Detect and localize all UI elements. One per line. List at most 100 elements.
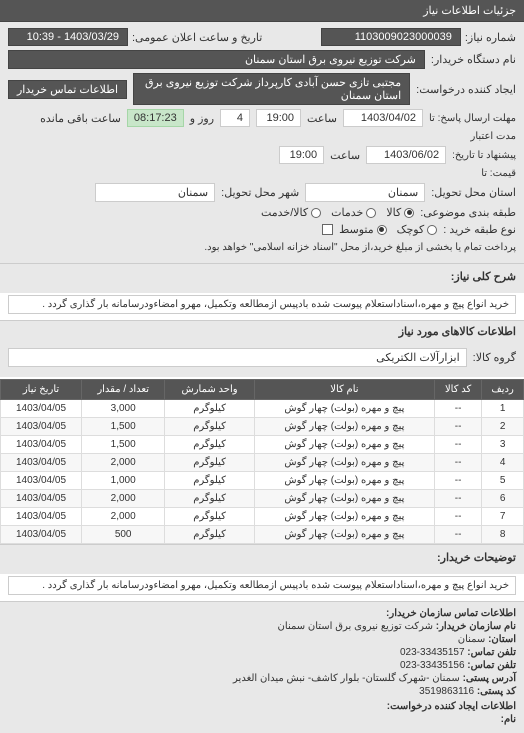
- table-cell: 1: [482, 400, 524, 418]
- table-row: 8--پیچ و مهره (بولت) چهار گوشکیلوگرم5001…: [1, 526, 524, 544]
- validity-until-label: پیشنهاد تا تاریخ:: [452, 150, 516, 161]
- table-cell: 1403/04/05: [1, 400, 82, 418]
- th-unit: واحد شمارش: [165, 380, 254, 400]
- buyer-value: شرکت توزیع نیروی برق استان سمنان: [8, 50, 425, 69]
- classification-radios: کالا خدمات کالا/خدمت: [261, 206, 414, 219]
- group-label: گروه کالا:: [473, 351, 516, 364]
- name-label: نام:: [501, 714, 516, 725]
- table-cell: پیچ و مهره (بولت) چهار گوش: [254, 490, 434, 508]
- table-cell: کیلوگرم: [165, 418, 254, 436]
- table-row: 2--پیچ و مهره (بولت) چهار گوشکیلوگرم1,50…: [1, 418, 524, 436]
- table-cell: --: [434, 400, 481, 418]
- province-label: استان:: [488, 634, 516, 645]
- address-value: سمنان -شهرک گلستان- بلوار کاشف- نبش میدا…: [233, 673, 460, 684]
- table-cell: --: [434, 526, 481, 544]
- table-cell: 3: [482, 436, 524, 454]
- table-row: 7--پیچ و مهره (بولت) چهار گوشکیلوگرم2,00…: [1, 508, 524, 526]
- province-value: سمنان: [458, 634, 486, 645]
- table-cell: --: [434, 454, 481, 472]
- price-label: قیمت: تا: [481, 168, 516, 179]
- th-name: نام کالا: [254, 380, 434, 400]
- goods-section-title: اطلاعات کالاهای مورد نیاز: [0, 320, 524, 342]
- deadline-label: مهلت ارسال پاسخ: تا: [429, 113, 516, 124]
- table-cell: کیلوگرم: [165, 454, 254, 472]
- table-cell: کیلوگرم: [165, 490, 254, 508]
- radio-kala-khadamat[interactable]: کالا/خدمت: [261, 206, 321, 219]
- table-cell: پیچ و مهره (بولت) چهار گوش: [254, 418, 434, 436]
- deadline-time: 19:00: [256, 109, 301, 127]
- buyer-label: نام دستگاه خریدار:: [431, 53, 516, 66]
- table-cell: 1403/04/05: [1, 508, 82, 526]
- time-remaining: 08:17:23: [127, 109, 184, 127]
- th-row: ردیف: [482, 380, 524, 400]
- table-cell: کیلوگرم: [165, 400, 254, 418]
- table-cell: 1403/04/05: [1, 490, 82, 508]
- number-label: شماره نیاز:: [465, 31, 516, 44]
- table-cell: 1,000: [82, 472, 165, 490]
- table-cell: 2: [482, 418, 524, 436]
- deadline-date: 1403/04/02: [343, 109, 423, 127]
- table-cell: --: [434, 508, 481, 526]
- radio-kala[interactable]: کالا: [386, 206, 414, 219]
- table-cell: --: [434, 418, 481, 436]
- table-cell: 1403/04/05: [1, 418, 82, 436]
- postal-value: 3519863116: [419, 686, 474, 697]
- panel-title: جزئیات اطلاعات نیاز: [423, 5, 516, 17]
- title-value: خرید انواع پیچ و مهره،اسناداستعلام پیوست…: [8, 295, 516, 314]
- buyer-notes-value: خرید انواع پیچ و مهره،اسناداستعلام پیوست…: [8, 576, 516, 595]
- table-cell: 1403/04/05: [1, 472, 82, 490]
- fax-label: تلفن تماس:: [467, 660, 516, 671]
- table-row: 5--پیچ و مهره (بولت) چهار گوشکیلوگرم1,00…: [1, 472, 524, 490]
- radio-khadamat[interactable]: خدمات: [331, 206, 376, 219]
- table-cell: کیلوگرم: [165, 526, 254, 544]
- group-value: ابزارآلات الکتریکی: [8, 348, 467, 367]
- th-qty: تعداد / مقدار: [82, 380, 165, 400]
- table-row: 3--پیچ و مهره (بولت) چهار گوشکیلوگرم1,50…: [1, 436, 524, 454]
- validity-time: 19:00: [279, 146, 324, 164]
- contact-button[interactable]: اطلاعات تماس خریدار: [8, 80, 127, 99]
- table-cell: --: [434, 490, 481, 508]
- table-cell: 1403/04/05: [1, 526, 82, 544]
- table-cell: 1403/04/05: [1, 454, 82, 472]
- table-row: 4--پیچ و مهره (بولت) چهار گوشکیلوگرم2,00…: [1, 454, 524, 472]
- delivery-province: سمنان: [305, 183, 425, 202]
- table-cell: 2,000: [82, 508, 165, 526]
- th-date: تاریخ نیاز: [1, 380, 82, 400]
- table-cell: --: [434, 472, 481, 490]
- validity-label: مدت اعتبار: [471, 131, 516, 142]
- table-cell: 500: [82, 526, 165, 544]
- address-label: آدرس پستی:: [463, 673, 516, 684]
- table-cell: --: [434, 436, 481, 454]
- buyer-notes-label: توضیحات خریدار:: [437, 551, 516, 564]
- requester-value: مجتبی تازی حسن آبادی کارپرداز شرکت توزیع…: [133, 73, 410, 105]
- payment-note: پرداخت تمام یا بخشی از مبلغ خرید،از محل …: [204, 242, 516, 253]
- contact-section-title: اطلاعات تماس سازمان خریدار:: [386, 608, 516, 619]
- table-row: 6--پیچ و مهره (بولت) چهار گوشکیلوگرم2,00…: [1, 490, 524, 508]
- datetime-value: 1403/03/29 - 10:39: [8, 28, 128, 46]
- req-contact-label: اطلاعات ایجاد کننده درخواست:: [387, 701, 516, 712]
- classification-label: طبقه بندی موضوعی:: [420, 206, 516, 219]
- days-remaining: 4: [220, 109, 250, 127]
- postal-label: کد پستی:: [477, 686, 516, 697]
- org-label: نام سازمان خریدار:: [436, 621, 516, 632]
- buy-type-radios: کوچک متوسط: [339, 223, 437, 236]
- form-section: شماره نیاز: 1103009023000039 تاریخ و ساع…: [0, 22, 524, 263]
- radio-small[interactable]: کوچک: [397, 223, 438, 236]
- delivery-city-label: شهر محل تحویل:: [221, 186, 299, 199]
- buy-type-label: نوع طبقه خرید :: [443, 223, 516, 236]
- contact-section: اطلاعات تماس سازمان خریدار: نام سازمان خ…: [0, 601, 524, 733]
- time-label-2: ساعت: [330, 149, 360, 162]
- table-cell: پیچ و مهره (بولت) چهار گوش: [254, 454, 434, 472]
- title-label: شرح کلی نیاز:: [451, 270, 516, 283]
- radio-medium[interactable]: متوسط: [339, 223, 387, 236]
- table-cell: پیچ و مهره (بولت) چهار گوش: [254, 472, 434, 490]
- table-cell: 1403/04/05: [1, 436, 82, 454]
- table-cell: 1,500: [82, 418, 165, 436]
- table-cell: کیلوگرم: [165, 472, 254, 490]
- table-cell: کیلوگرم: [165, 508, 254, 526]
- goods-table: ردیف کد کالا نام کالا واحد شمارش تعداد /…: [0, 379, 524, 544]
- payment-checkbox[interactable]: [322, 224, 333, 235]
- table-cell: 3,000: [82, 400, 165, 418]
- number-value: 1103009023000039: [321, 28, 461, 46]
- table-cell: پیچ و مهره (بولت) چهار گوش: [254, 436, 434, 454]
